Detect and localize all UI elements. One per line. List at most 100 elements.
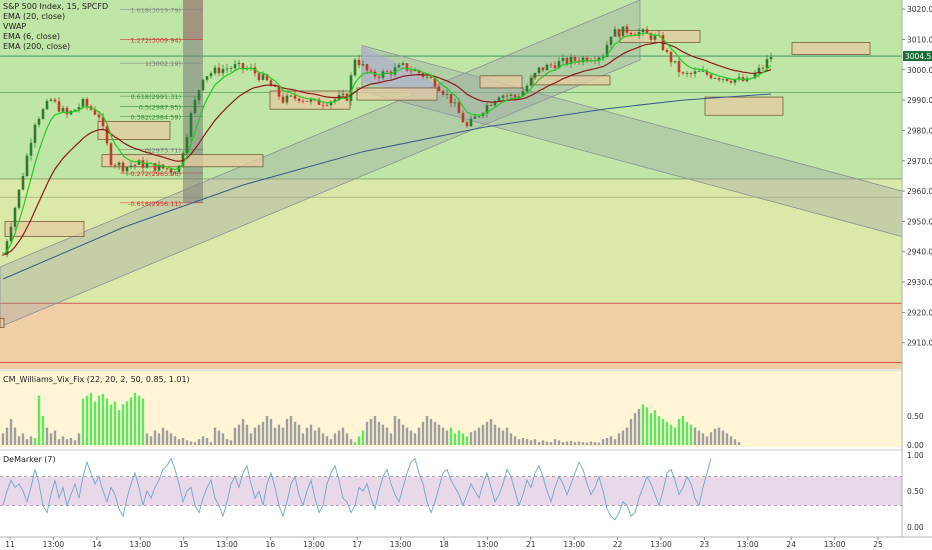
fib-level-label: -0.618(2956.11)	[128, 200, 181, 208]
candle-body	[393, 67, 397, 75]
vix-bar	[333, 433, 337, 445]
candle-body	[369, 70, 373, 72]
candle-body	[201, 79, 205, 91]
candle-body	[377, 76, 381, 78]
vix-bar	[349, 439, 353, 445]
candle-body	[729, 81, 733, 83]
candle-body	[193, 100, 197, 114]
vix-bar	[677, 418, 681, 445]
legend-item-vwap: VWAP	[3, 22, 27, 31]
vix-bar	[197, 439, 201, 445]
vix-bar	[513, 436, 517, 445]
candle-body	[665, 49, 669, 52]
candle-body	[637, 32, 641, 36]
vix-bar	[337, 430, 341, 445]
candle-body	[689, 73, 693, 75]
vix-bar	[245, 424, 249, 445]
candle-body	[597, 57, 601, 61]
time-tick-label: 22	[613, 540, 623, 549]
candle-body	[521, 91, 525, 97]
vix-bar	[65, 439, 69, 445]
vix-bar	[313, 430, 317, 445]
vix-bar	[633, 413, 637, 445]
candle-body	[109, 143, 113, 166]
vix-bar	[177, 439, 181, 445]
vix-bar	[93, 401, 97, 445]
candle-body	[229, 68, 233, 70]
price-tick-label: 2940.00	[907, 248, 932, 257]
candle-body	[601, 56, 605, 58]
chart-legend: S&P 500 Index, 15, SPCFD EMA (20, close)…	[3, 2, 108, 52]
time-tick-label: 13:00	[824, 540, 846, 549]
candle-body	[261, 74, 265, 80]
candle-body	[605, 44, 609, 57]
candle-body	[525, 85, 529, 92]
vix-bar	[9, 418, 13, 445]
time-tick-label: 23	[700, 540, 710, 549]
vix-bar	[285, 418, 289, 445]
candle-body	[465, 122, 469, 127]
time-tick-label: 21	[526, 540, 536, 549]
vix-bar	[89, 392, 93, 445]
vix-bar	[417, 427, 421, 445]
candle-body	[313, 99, 317, 101]
vix-bar	[341, 427, 345, 445]
vix-bar	[149, 436, 153, 445]
vix-bar	[621, 430, 625, 445]
fib-level-label: 1.272(3009.94)	[130, 37, 181, 45]
candle-body	[113, 165, 117, 166]
candle-body	[541, 67, 545, 71]
candle-body	[693, 71, 697, 74]
vix-bar	[45, 427, 49, 445]
candle-body	[617, 29, 621, 37]
candle-body	[9, 226, 13, 242]
candle-body	[13, 207, 17, 227]
vix-fix-panel	[0, 369, 932, 447]
vix-bar	[709, 432, 713, 445]
vix-bar	[229, 440, 233, 445]
candle-body	[433, 78, 437, 87]
vix-bar	[561, 442, 565, 445]
candle-body	[45, 100, 49, 110]
vix-bar	[209, 442, 213, 445]
vix-bar	[617, 433, 621, 445]
candle-body	[765, 59, 769, 69]
candle-body	[73, 109, 77, 111]
candle-body	[241, 63, 245, 69]
candle-body	[281, 96, 285, 103]
vix-bar	[457, 430, 461, 445]
candle-body	[677, 61, 681, 73]
vix-bar	[233, 427, 237, 445]
vix-bar	[321, 433, 325, 445]
candle-body	[705, 70, 709, 75]
vix-bar	[697, 430, 701, 445]
price-tick-label: 2980.00	[907, 126, 932, 135]
vix-bar	[469, 432, 473, 445]
vix-bar	[273, 427, 277, 445]
time-tick-label: 13:00	[390, 540, 412, 549]
candle-body	[93, 109, 97, 115]
vix-bar	[597, 442, 601, 445]
vix-bar	[585, 442, 589, 445]
candle-body	[545, 64, 549, 71]
candle-body	[505, 95, 509, 97]
vix-bar	[521, 438, 525, 445]
candle-body	[361, 64, 365, 66]
candle-body	[733, 79, 737, 83]
price-tick-label: 3000.00	[907, 66, 932, 75]
vix-bar	[657, 416, 661, 445]
candle-body	[573, 56, 577, 61]
candle-body	[125, 166, 129, 172]
candle-body	[585, 57, 589, 62]
vix-bar	[429, 418, 433, 445]
candle-body	[305, 100, 309, 102]
fib-level-label: 0.618(2991.31)	[130, 93, 181, 101]
candle-body	[557, 61, 561, 69]
candle-body	[397, 64, 401, 68]
candle-body	[129, 165, 133, 167]
ema200-line	[2, 93, 772, 280]
candle-body	[561, 57, 565, 62]
demarker-label: DeMarker (7)	[3, 455, 56, 464]
